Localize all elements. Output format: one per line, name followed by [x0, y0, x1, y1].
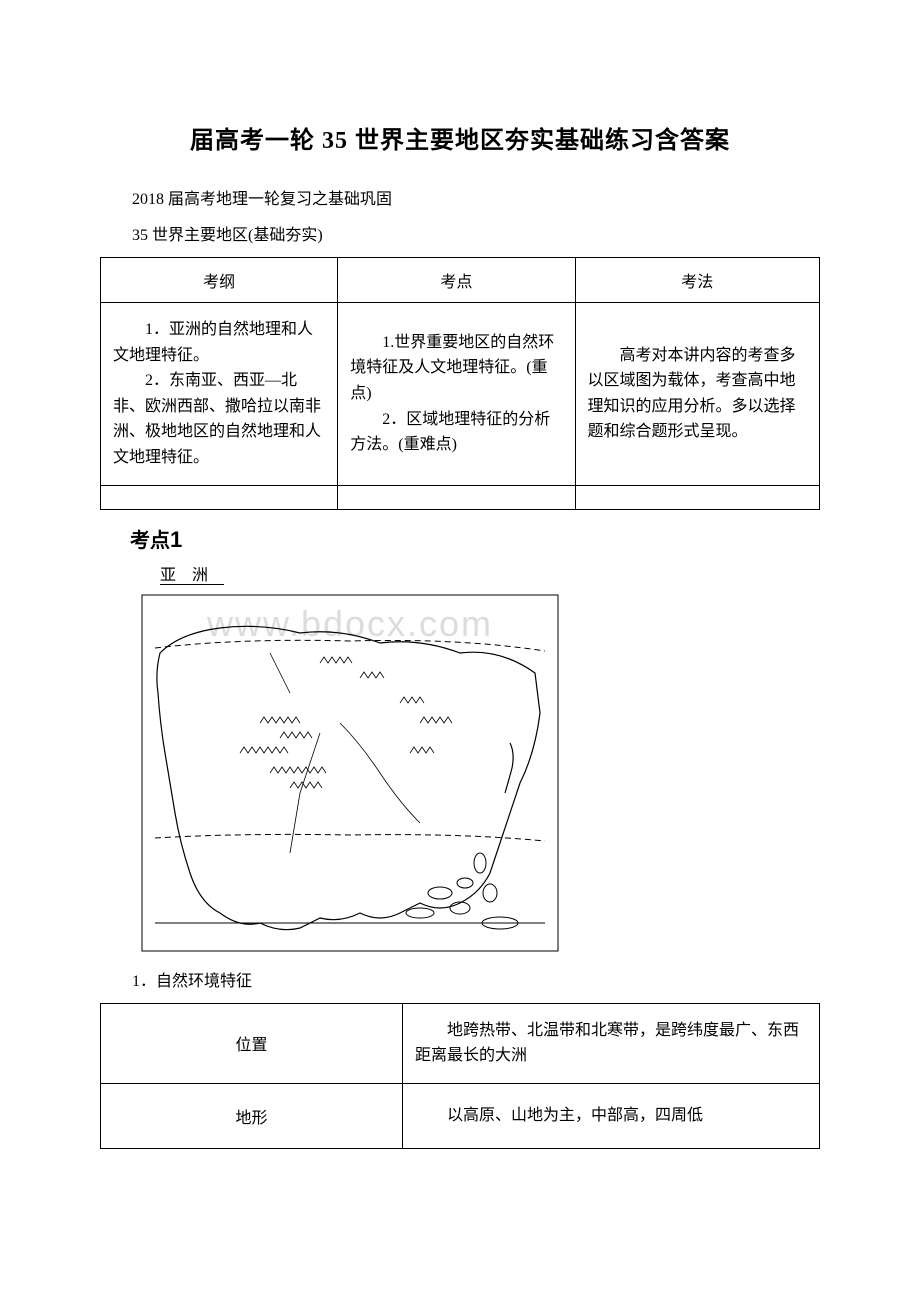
empty-cell-2: [338, 485, 575, 509]
kaofa-text: 高考对本讲内容的考查多以区域图为载体，考查高中地理知识的应用分析。多以选择题和综…: [588, 343, 807, 445]
kaogang-p2: 2．东南亚、西亚—北非、欧洲西部、撒哈拉以南非洲、极地地区的自然地理和人文地理特…: [113, 368, 325, 470]
kaodian-number: 1: [170, 527, 182, 552]
document-subtitle: 2018 届高考地理一轮复习之基础巩固: [100, 185, 820, 209]
kaodian-p1: 1.世界重要地区的自然环境特征及人文地理特征。(重点): [350, 330, 562, 407]
location-desc-text: 地跨热带、北温带和北寒带，是跨纬度最广、东西距离最长的大洲: [415, 1018, 807, 1069]
empty-cell-3: [575, 485, 819, 509]
cell-kaofa: 高考对本讲内容的考查多以区域图为载体，考查高中地理知识的应用分析。多以选择题和综…: [575, 303, 819, 486]
header-kaogang: 考纲: [101, 258, 338, 303]
table-content-row: 1．亚洲的自然地理和人文地理特征。 2．东南亚、西亚—北非、欧洲西部、撒哈拉以南…: [101, 303, 820, 486]
region-label: 亚洲: [160, 561, 820, 585]
table-row: 地形 以高原、山地为主，中部高，四周低: [101, 1083, 820, 1148]
kaodian-p2: 2．区域地理特征的分析方法。(重难点): [350, 407, 562, 458]
asia-outline-map: [140, 593, 560, 953]
feature-desc-terrain: 以高原、山地为主，中部高，四周低: [402, 1083, 819, 1148]
header-kaodian: 考点: [338, 258, 575, 303]
feature-name-terrain: 地形: [101, 1083, 403, 1148]
kaogang-p1: 1．亚洲的自然地理和人文地理特征。: [113, 317, 325, 368]
feature-name-location: 位置: [101, 1003, 403, 1083]
cell-kaogang: 1．亚洲的自然地理和人文地理特征。 2．东南亚、西亚—北非、欧洲西部、撒哈拉以南…: [101, 303, 338, 486]
exam-overview-table: 考纲 考点 考法 1．亚洲的自然地理和人文地理特征。 2．东南亚、西亚—北非、欧…: [100, 257, 820, 510]
feature-section-label: 1．自然环境特征: [100, 967, 820, 991]
kaodian-prefix: 考点: [130, 530, 170, 552]
empty-cell-1: [101, 485, 338, 509]
header-kaofa: 考法: [575, 258, 819, 303]
feature-desc-location: 地跨热带、北温带和北寒带，是跨纬度最广、东西距离最长的大洲: [402, 1003, 819, 1083]
table-row: 位置 地跨热带、北温带和北寒带，是跨纬度最广、东西距离最长的大洲: [101, 1003, 820, 1083]
section-label: 35 世界主要地区(基础夯实): [100, 221, 820, 245]
document-title: 届高考一轮 35 世界主要地区夯实基础练习含答案: [100, 120, 820, 155]
asia-map-container: www.bdocx.com: [140, 593, 560, 953]
kaodian-heading: 考点1: [130, 524, 820, 553]
terrain-desc-text: 以高原、山地为主，中部高，四周低: [415, 1103, 807, 1129]
cell-kaodian: 1.世界重要地区的自然环境特征及人文地理特征。(重点) 2．区域地理特征的分析方…: [338, 303, 575, 486]
table-header-row: 考纲 考点 考法: [101, 258, 820, 303]
feature-table: 位置 地跨热带、北温带和北寒带，是跨纬度最广、东西距离最长的大洲 地形 以高原、…: [100, 1003, 820, 1149]
table-empty-row: [101, 485, 820, 509]
